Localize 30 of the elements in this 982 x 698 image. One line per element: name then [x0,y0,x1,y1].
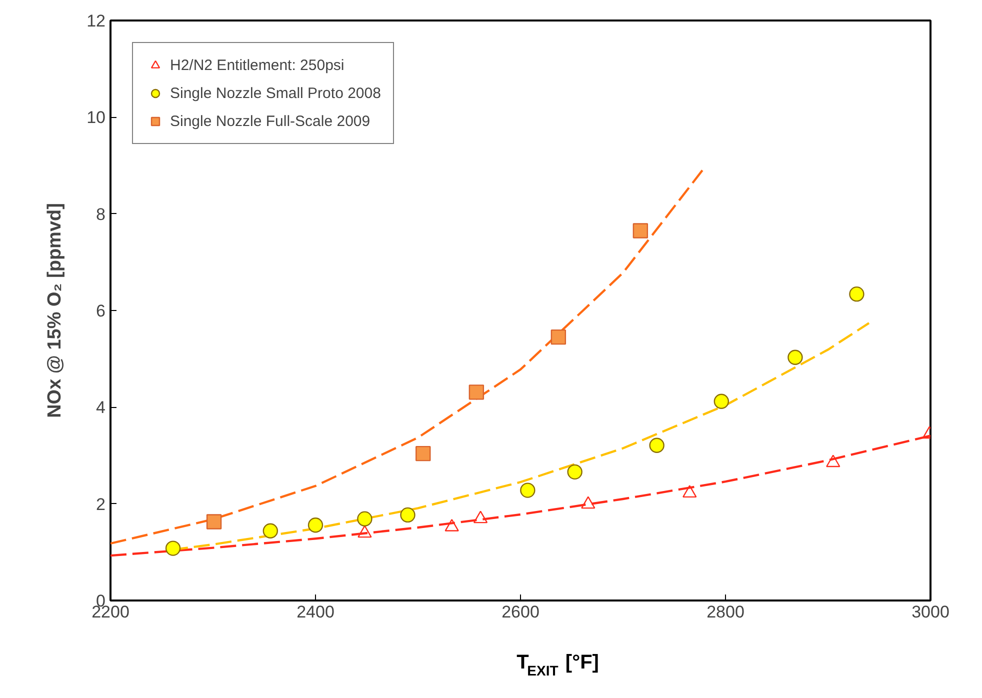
point [468,384,484,400]
y-tick-label: 6 [96,302,106,320]
x-tick-label: 2800 [706,602,744,622]
y-tick-label: 8 [96,204,106,224]
y-tick-label: 2 [96,494,106,514]
point [520,482,536,498]
point [632,223,648,238]
point [262,523,278,538]
y-tick-label: 10 [86,108,106,128]
x-tick-label: 3000 [912,602,950,622]
point [416,446,431,462]
legend-label: Single Nozzle Small Proto 2008 [170,84,381,102]
x-tick-label: 2400 [296,602,334,622]
point [649,438,664,453]
point [849,286,864,302]
y-tick-label: 12 [86,12,106,30]
y-tick-label: 4 [96,398,106,418]
point [550,329,566,345]
point [308,518,324,533]
point [400,507,416,523]
point [714,394,729,409]
point [788,350,803,365]
x-tick-label: 2600 [502,602,540,622]
point [357,511,372,526]
y-axis-title: NOx @ 15% O₂ [ppmvd] [44,203,66,418]
point [206,514,222,530]
point [165,540,181,556]
legend-label: H2/N2 Entitlement: 250psi [170,56,344,74]
point [567,464,582,480]
legend-label: Single Nozzle Full-Scale 2009 [170,112,370,130]
